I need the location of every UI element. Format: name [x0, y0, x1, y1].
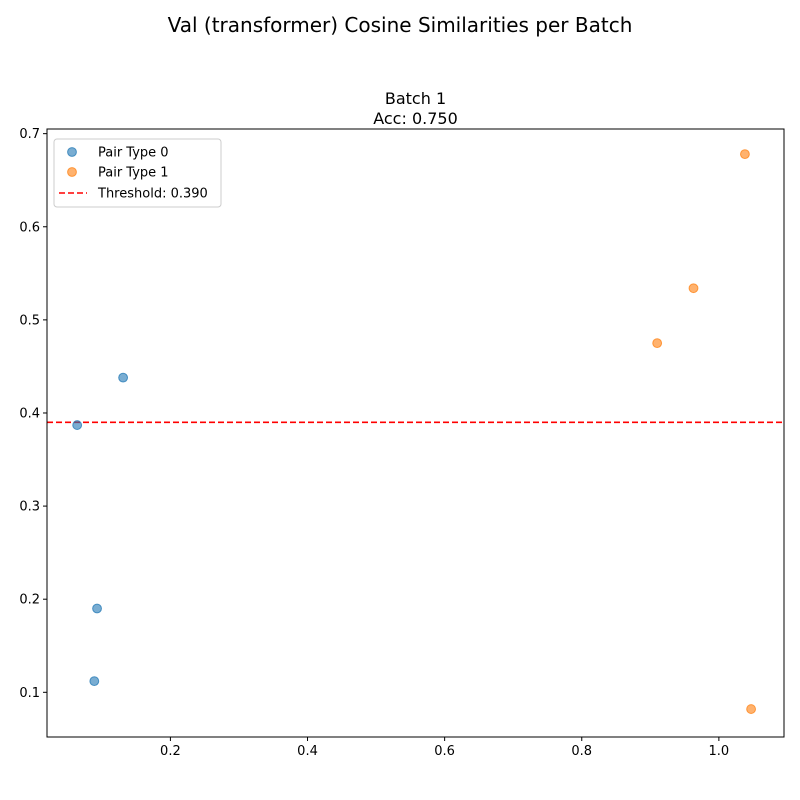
y-tick-label: 0.7: [19, 127, 40, 142]
scatter-point-series1: [688, 283, 699, 294]
legend-label-series1: Pair Type 1: [98, 166, 169, 181]
legend-marker-series0: [67, 147, 77, 157]
chart-title-line2: Acc: 0.750: [373, 109, 458, 128]
x-tick-label: 0.2: [160, 744, 181, 759]
scatter-point-series0: [72, 420, 83, 430]
scatter-point-series0: [118, 372, 128, 383]
chart-title-line1: Batch 1: [385, 89, 446, 108]
scatter-point-series0: [89, 676, 100, 687]
legend: Pair Type 0 Pair Type 1 Threshold: 0.390: [53, 138, 222, 208]
legend-box: [53, 138, 222, 208]
scatter-point-series1: [740, 149, 750, 160]
plot-area: 0.2 0.4 0.6 0.8 1.0 0.1 0.2 0.3 0.4 0.5 0.6 0.7: [19, 127, 785, 759]
x-tick-label: 1.0: [709, 744, 730, 759]
scatter-point-series0: [92, 603, 102, 614]
axes-frame: [46, 128, 785, 738]
y-tick-label: 0.2: [19, 593, 40, 608]
y-tick-label: 0.1: [19, 686, 40, 701]
y-tick-label: 0.4: [19, 406, 40, 421]
scatter-point-series1: [652, 338, 663, 349]
figure-suptitle: Val (transformer) Cosine Similarities pe…: [168, 13, 633, 37]
x-tick-label: 0.6: [434, 744, 455, 759]
legend-label-threshold: Threshold: 0.390: [97, 187, 208, 202]
legend-marker-series1: [67, 167, 77, 177]
y-tick-label: 0.3: [19, 500, 40, 515]
x-tick-label: 0.4: [297, 744, 318, 759]
y-tick-label: 0.6: [19, 220, 40, 235]
y-tick-label: 0.5: [19, 313, 40, 328]
x-tick-label: 0.8: [571, 744, 592, 759]
scatter-point-series1: [746, 704, 756, 714]
legend-label-series0: Pair Type 0: [98, 146, 169, 161]
